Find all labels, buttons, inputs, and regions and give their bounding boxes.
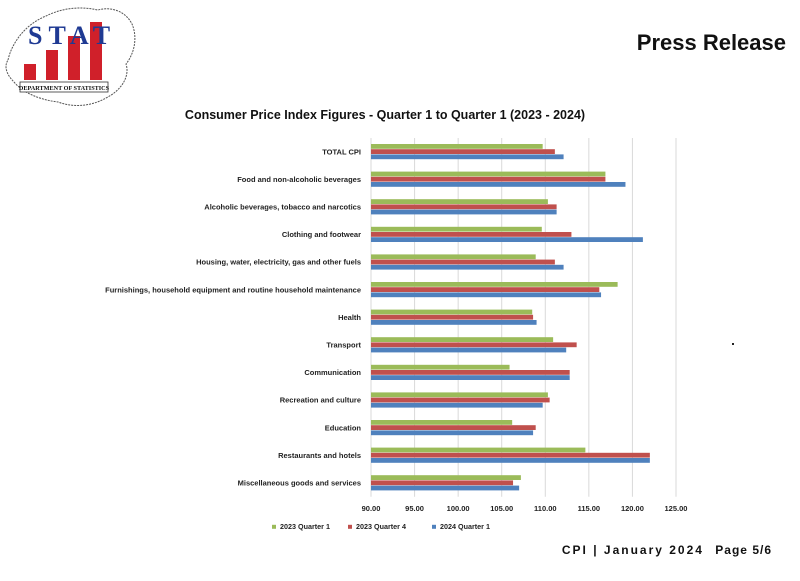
bar [371,282,618,287]
footer: CPI | January 2024 Page 5/6 [562,543,772,557]
category-label: Miscellaneous goods and services [238,479,361,488]
bar [371,199,548,204]
category-label: Restaurants and hotels [278,451,361,460]
bar [371,314,534,320]
cpi-bar-chart: 90.00 95.00 100.00 105.00 110.00 115.00 120.00… [105,138,688,531]
bar [371,425,536,430]
map-outline [5,7,136,106]
legend-swatch [348,524,352,529]
logo-bar-1 [24,64,36,80]
bar [371,447,586,453]
x-tick-label: 95.00 [405,504,424,513]
bar [371,375,570,380]
category-label: Food and non-alcoholic beverages [237,175,361,184]
stray-dot [732,343,734,345]
bar [371,204,557,210]
bar [371,458,650,463]
bar [371,259,555,265]
bar [371,226,542,232]
x-tick-label: 100.00 [447,504,470,513]
bar [371,264,564,270]
legend-label: 2023 Quarter 1 [280,522,330,531]
bar [371,171,606,177]
legend-swatch [432,524,436,529]
category-label: Health [338,313,361,322]
bar [371,209,557,215]
department-logo: STAT DEPARTMENT OF STATISTICS [2,2,140,110]
x-tick-label: 115.00 [578,504,601,513]
bar [371,430,534,436]
bar [371,402,543,408]
bar [371,309,533,315]
category-label: Transport [326,341,361,350]
x-tick-label: 105.00 [490,504,513,513]
legend-label: 2023 Quarter 4 [356,522,406,531]
bar [371,144,543,149]
logo-bar-3 [68,36,80,80]
bar [371,337,554,342]
legend-swatch [272,524,276,529]
bar [371,182,626,187]
bar [371,292,602,298]
bar [371,176,606,182]
x-tick-label: 90.00 [362,504,381,513]
x-tick-label: 125.00 [665,504,688,513]
bar [371,287,600,292]
footer-page-label: Page 5/6 [715,543,772,557]
category-label: Housing, water, electricity, gas and oth… [196,258,361,267]
bar [371,420,513,425]
category-label: Furnishings, household equipment and rou… [105,285,361,294]
x-tick-label: 110.00 [534,504,557,513]
bar [371,475,521,480]
bar [371,347,567,353]
bar [371,370,570,375]
bar [371,392,548,398]
bar [371,364,510,370]
footer-doc-label: CPI | January 2024 [561,543,704,557]
press-release-heading: Press Release [636,30,786,55]
category-label: Communication [304,368,361,377]
legend-label: 2024 Quarter 1 [440,522,490,531]
bar [371,237,643,242]
bar [371,485,520,491]
chart-title: Consumer Price Index Figures - Quarter 1… [184,108,586,122]
logo-bar-4 [90,22,102,80]
category-label: Recreation and culture [280,396,361,405]
bar [371,452,650,458]
x-tick-label: 120.00 [621,504,644,513]
bar [371,320,537,325]
category-label: Education [325,423,362,432]
bar [371,232,572,237]
bar [371,154,564,160]
bar [371,397,550,403]
category-label: Clothing and footwear [282,230,361,239]
logo-subtitle: DEPARTMENT OF STATISTICS [19,85,110,92]
bar [371,342,577,348]
bar [371,149,555,154]
category-label: Alcoholic beverages, tobacco and narcoti… [204,203,361,212]
bar [371,480,514,486]
logo-text: STAT [28,21,116,50]
bar [371,254,536,260]
category-label: TOTAL CPI [322,147,361,156]
logo-bar-2 [46,50,58,80]
